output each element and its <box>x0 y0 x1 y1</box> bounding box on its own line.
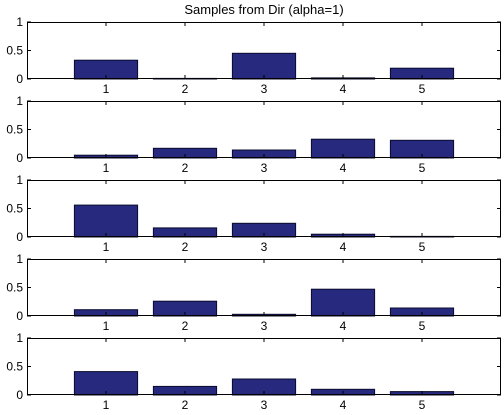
x-tick-label: 4 <box>340 398 347 412</box>
y-tick-label: 0.5 <box>6 281 23 295</box>
x-tick-label: 5 <box>419 82 426 96</box>
x-tick-label: 1 <box>103 240 110 254</box>
subplot-5: 0 0.5 1 1 2 3 4 5 <box>6 331 501 412</box>
x-tick-label: 3 <box>261 398 268 412</box>
chart-title: Samples from Dir (alpha=1) <box>184 2 343 17</box>
x-tick-label: 1 <box>103 398 110 412</box>
y-tick-label: 1 <box>16 94 23 108</box>
bar-1 <box>73 204 139 238</box>
y-tick-label: 1 <box>16 331 23 345</box>
x-tick-label: 5 <box>419 319 426 333</box>
y-tick-label: 0 <box>16 388 23 402</box>
y-tick-label: 1 <box>16 173 23 187</box>
x-tick-label: 2 <box>182 240 189 254</box>
y-tick-label: 0 <box>16 230 23 244</box>
subplot-3: 0 0.5 1 1 2 3 4 5 <box>6 173 501 254</box>
x-tick-label: 3 <box>261 240 268 254</box>
y-tick-label: 0.5 <box>6 123 23 137</box>
axes-box <box>27 259 501 316</box>
y-tick-label: 0 <box>16 151 23 165</box>
y-tick-label: 0.5 <box>6 202 23 216</box>
subplot-panels: 0 0.5 1 1 2 3 4 5 0 0.5 1 1 2 3 4 5 0 0.5 1 1 2 3 4 5 0 0.5 1 1 2 3 4 5… <box>6 15 501 412</box>
x-tick-label: 5 <box>419 240 426 254</box>
x-tick-label: 4 <box>340 82 347 96</box>
y-tick-label: 0 <box>16 72 23 86</box>
x-tick-label: 3 <box>261 161 268 175</box>
x-tick-label: 4 <box>340 319 347 333</box>
x-tick-label: 5 <box>419 161 426 175</box>
y-tick-label: 1 <box>16 252 23 266</box>
subplot-4: 0 0.5 1 1 2 3 4 5 <box>6 252 501 333</box>
subplot-1: 0 0.5 1 1 2 3 4 5 <box>6 15 501 96</box>
subplot-2: 0 0.5 1 1 2 3 4 5 <box>6 94 501 175</box>
x-tick-label: 1 <box>103 82 110 96</box>
x-tick-label: 4 <box>340 161 347 175</box>
x-tick-label: 5 <box>419 398 426 412</box>
x-tick-label: 3 <box>261 82 268 96</box>
x-tick-label: 4 <box>340 240 347 254</box>
x-tick-label: 3 <box>261 319 268 333</box>
x-tick-label: 1 <box>103 319 110 333</box>
y-tick-label: 0 <box>16 309 23 323</box>
bar-3 <box>231 52 297 80</box>
x-tick-label: 1 <box>103 161 110 175</box>
x-tick-label: 2 <box>182 398 189 412</box>
x-tick-label: 2 <box>182 319 189 333</box>
x-tick-label: 2 <box>182 82 189 96</box>
y-tick-label: 0.5 <box>6 360 23 374</box>
y-tick-label: 0.5 <box>6 44 23 58</box>
bar-4 <box>310 288 376 317</box>
y-tick-label: 1 <box>16 15 23 29</box>
x-tick-label: 2 <box>182 161 189 175</box>
